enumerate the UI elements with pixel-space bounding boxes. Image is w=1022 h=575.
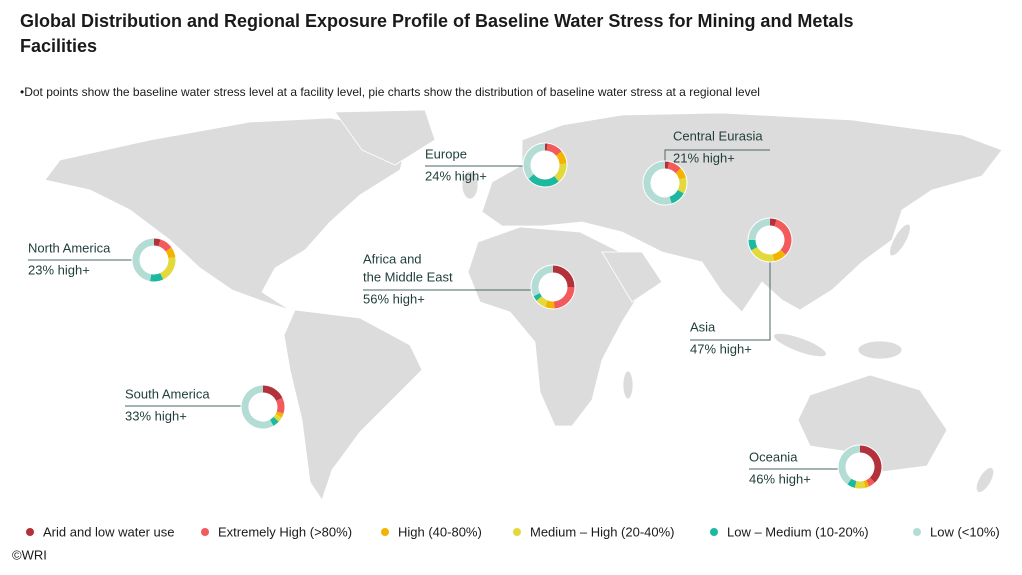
donut-segment	[863, 480, 870, 488]
land	[889, 223, 911, 257]
region-name: the Middle East	[363, 269, 453, 284]
land	[857, 340, 903, 360]
legend-label: Arid and low water use	[43, 524, 175, 539]
donut-segment	[153, 238, 161, 247]
land	[975, 467, 995, 493]
legend-label: Extremely High (>80%)	[218, 524, 352, 539]
donut-segment	[643, 161, 672, 205]
region-label: 47% high+	[690, 341, 752, 356]
donut-segment	[552, 265, 575, 288]
donut-segment	[751, 246, 775, 262]
region-label: 23% high+	[28, 262, 90, 277]
legend-label: High (40-80%)	[398, 524, 482, 539]
donut-segment	[866, 477, 875, 487]
region-name: South America	[125, 386, 210, 401]
land	[481, 112, 1003, 313]
region-name: Central Eurasia	[673, 128, 763, 143]
donut-segment	[132, 238, 155, 282]
donut-segment	[149, 273, 164, 282]
donut-segment	[165, 247, 176, 259]
donut-segment	[262, 385, 283, 402]
land	[773, 332, 827, 358]
legend-swatch	[201, 528, 209, 536]
donut-segment	[838, 445, 861, 485]
donut-segment	[159, 257, 176, 280]
donut-segment	[531, 265, 554, 297]
land	[334, 109, 436, 166]
land	[283, 309, 423, 501]
land	[622, 370, 634, 400]
donut-segment	[528, 174, 559, 187]
donut-segment	[769, 218, 777, 227]
title-line: Global Distribution and Regional Exposur…	[20, 11, 853, 31]
world-map	[44, 109, 1003, 501]
donut-segment	[533, 293, 542, 301]
region-label: 24% high+	[425, 168, 487, 183]
donut-segment	[241, 385, 274, 429]
donut-segment	[273, 413, 282, 422]
leader-line	[664, 149, 770, 162]
donut-segment	[556, 151, 567, 165]
land	[44, 117, 411, 311]
region-name: Europe	[425, 146, 467, 161]
donut-segment	[669, 189, 684, 204]
land	[461, 170, 479, 200]
legend-swatch	[710, 528, 718, 536]
region-name: Africa and	[363, 251, 422, 266]
region-name: Asia	[690, 319, 716, 334]
donut-segment	[774, 219, 792, 255]
land	[467, 226, 643, 427]
legend-swatch	[26, 528, 34, 536]
legend-swatch	[381, 528, 389, 536]
land	[797, 374, 948, 473]
legend-label: Low (<10%)	[930, 524, 1000, 539]
donut-segment	[554, 163, 567, 182]
donut-segment	[269, 416, 279, 426]
region-label: 33% high+	[125, 408, 187, 423]
legend-label: Medium – High (20-40%)	[530, 524, 675, 539]
legend-swatch	[513, 528, 521, 536]
region-label: 56% high+	[363, 291, 425, 306]
donut-segment	[677, 177, 687, 194]
donut-segment	[546, 143, 562, 156]
donut-segment	[675, 168, 686, 180]
title-line: Facilities	[20, 36, 97, 56]
subtitle: •Dot points show the baseline water stre…	[20, 85, 760, 99]
leader-line	[690, 262, 771, 341]
region-name: Oceania	[749, 449, 798, 464]
credit: ©WRI	[12, 547, 47, 562]
region-label: 21% high+	[673, 150, 735, 165]
donut-segment	[667, 161, 681, 174]
donut-segment	[748, 218, 771, 241]
donut-segment	[275, 397, 285, 414]
donut-segment	[553, 286, 575, 309]
donut-segment	[545, 300, 555, 309]
donut-segment	[158, 239, 172, 252]
region-name: North America	[28, 240, 111, 255]
legend-swatch	[913, 528, 921, 536]
donut-segment	[859, 445, 882, 483]
donut-segment	[854, 480, 866, 489]
donut-segment	[772, 249, 786, 262]
donut-segment	[847, 478, 857, 488]
donut-segment	[275, 411, 284, 418]
donut-segment	[536, 296, 548, 307]
donut-segment	[748, 239, 758, 251]
region-label: 46% high+	[749, 471, 811, 486]
land	[601, 251, 663, 303]
donut-segment	[523, 143, 546, 179]
legend-label: Low – Medium (10-20%)	[727, 524, 869, 539]
